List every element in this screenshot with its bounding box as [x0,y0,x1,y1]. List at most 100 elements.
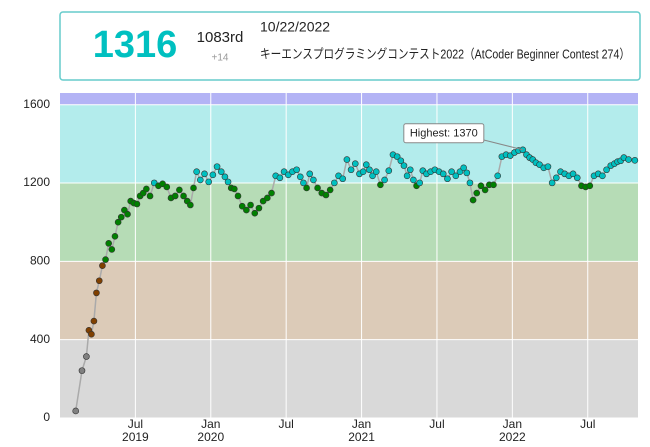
rating-point [385,167,393,175]
rating-point [78,367,86,374]
rating-point [469,196,477,204]
rating-point [347,166,355,174]
rating-point [351,160,359,167]
rating-point [586,182,594,190]
rating-band [60,339,638,418]
rating-point [117,213,125,221]
rating-point [111,233,119,240]
rating-point [400,162,408,169]
y-tick-label: 800 [30,254,50,268]
contest-date: 10/22/2022 [260,19,330,35]
rating-point [180,192,187,200]
rating-point [331,179,338,187]
rating-point [255,204,263,212]
rating-point [381,176,388,184]
rating-point [234,192,242,200]
rating-point [197,176,204,184]
rating-point [297,173,304,181]
rating-point [494,172,501,180]
rating-point [247,201,254,209]
x-tick-label: Jan [503,417,522,431]
rating-point [463,169,471,177]
rating-point [213,163,221,170]
rating-point [133,200,141,208]
rating-point [268,189,275,197]
x-tick-label: Jul [580,417,595,431]
rating-point [190,184,197,192]
rating-point [95,277,103,285]
rating-point [201,170,208,178]
rating-point [303,184,310,192]
rating-point [114,218,122,226]
rating-point [625,156,632,163]
rating-point [105,240,112,247]
rating-point [393,153,401,160]
rating-point [143,185,150,193]
rating-point [187,201,194,209]
rating-point [193,168,200,176]
rating-point [403,172,411,180]
rating-point [444,175,451,183]
rating-point [631,157,639,164]
rating-point [108,246,116,253]
rating-point [553,174,560,182]
rating-point [306,170,314,178]
y-tick-label: 400 [30,332,50,346]
rating-point [102,256,109,263]
annotation-pointer [482,139,523,151]
annotation: Highest: 1370 [410,128,478,140]
rating-point [88,330,95,338]
rating-point [146,192,154,200]
rating-band [60,183,638,262]
rating-point [99,262,106,269]
x-tick-year: 2022 [499,430,526,444]
rating-point [293,166,300,174]
rating-point [544,163,552,170]
rating-point [171,192,179,200]
x-tick-label: Jul [429,417,444,431]
y-tick-label: 1200 [23,175,50,189]
rating-point [366,166,373,174]
rating-point [224,178,232,186]
rating-point [406,166,414,174]
rating-band [60,93,638,105]
rating-point [93,289,100,297]
rating-point [251,209,259,217]
rating-point [377,181,384,189]
status-card [59,11,641,81]
rating-point [314,184,321,192]
rating-point [416,179,423,187]
rating-band [60,261,638,340]
rating-point [264,194,271,202]
annotation-box [403,123,485,144]
rating-point [238,202,246,210]
rating-point [466,179,474,187]
rating-point [205,178,212,186]
x-tick-label: Jul [279,417,294,431]
x-tick-label: Jul [128,417,143,431]
x-tick-label: Jan [201,417,220,431]
rating-point [310,176,317,184]
x-tick-label: Jan [352,417,371,431]
rating-point [231,185,238,193]
rating-point [410,176,417,184]
rating-point [477,182,485,190]
y-tick-label: 0 [43,410,50,424]
rating-point [481,186,489,194]
rating-point [221,173,229,181]
rating-point [90,317,98,325]
rating-point [573,174,581,182]
rating-point [603,166,610,174]
rating-point [569,170,577,178]
x-tick-year: 2019 [122,430,149,444]
rating-point [209,171,217,179]
rating: 1316 [93,24,178,66]
contest-name: キーエンスプログラミングコンテスト2022（AtCoder Beginner C… [260,46,630,61]
rating-point [326,186,334,194]
rating-point [359,168,367,176]
rating-point [369,172,376,180]
rating-point [243,206,250,214]
rating-point [176,186,183,194]
rating-point [83,353,90,360]
